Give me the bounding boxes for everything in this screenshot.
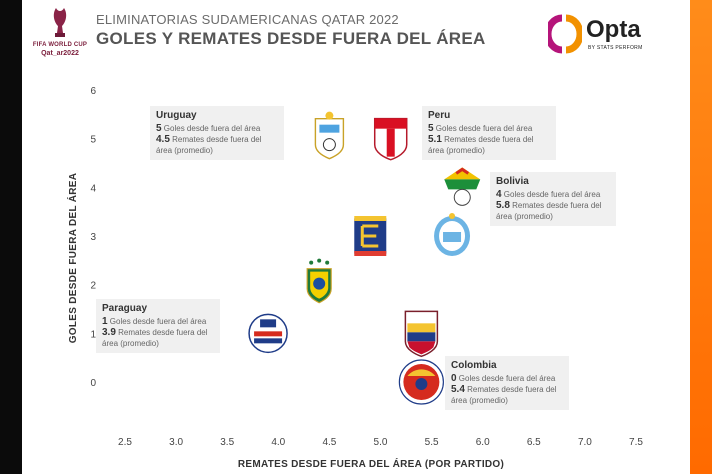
- annotation-shots-text: Remates desde fuera del: [118, 328, 208, 337]
- x-tick-label: 2.5: [118, 437, 132, 448]
- annotation-team-name: Bolivia: [496, 176, 529, 187]
- bolivia-crest-icon: [444, 167, 481, 206]
- annotation-bolivia: Bolivia 4 Goles desde fuera del área 5.8…: [490, 172, 616, 226]
- opta-brand-text: Opta: [586, 16, 641, 43]
- x-tick-label: 7.5: [629, 437, 643, 448]
- annotation-paraguay: Paraguay 1 Goles desde fuera del área 3.…: [96, 299, 220, 353]
- x-tick-label: 3.5: [220, 437, 234, 448]
- annotation-shots-value: 3.9: [102, 327, 116, 338]
- data-point-ecuador: [354, 216, 387, 256]
- annotation-goals-text: Goles desde fuera del área: [163, 124, 261, 133]
- brazil-crest-icon: [306, 258, 332, 304]
- data-point-paraguay: [248, 313, 288, 354]
- y-tick-label: 4: [90, 183, 96, 194]
- world-cup-logo-line1: FIFA WORLD CUP: [32, 42, 88, 48]
- left-border: [0, 0, 22, 474]
- annotation-shots-text: Remates desde fuera del: [512, 201, 602, 210]
- venezuela-crest-icon: [404, 310, 439, 358]
- x-tick-label: 6.0: [476, 437, 490, 448]
- x-tick-label: 7.0: [578, 437, 592, 448]
- annotation-shots-text-2: área (promedio): [496, 212, 553, 221]
- opta-logo: Opta BY STATS PERFORM: [548, 14, 678, 56]
- annotation-goals-text: Goles desde fuera del área: [435, 124, 533, 133]
- annotation-shots-text-2: área (promedio): [428, 146, 485, 155]
- data-point-bolivia: [444, 167, 481, 206]
- annotation-goals-text: Goles desde fuera del área: [458, 374, 556, 383]
- x-tick-label: 4.0: [271, 437, 285, 448]
- x-axis-label: REMATES DESDE FUERA DEL ÁREA (POR PARTID…: [238, 457, 504, 470]
- uruguay-crest-icon: [314, 111, 345, 160]
- data-point-venezuela: [404, 310, 439, 358]
- opta-mark-icon: [548, 14, 582, 54]
- x-tick-label: 5.5: [425, 437, 439, 448]
- chart-title: GOLES Y REMATES DESDE FUERA DEL ÁREA: [96, 29, 486, 48]
- y-tick-label: 1: [90, 329, 96, 340]
- annotation-shots-value: 5.4: [451, 384, 465, 395]
- annotation-shots-text: Remates desde fuera del: [467, 385, 557, 394]
- x-tick-label: 4.5: [322, 437, 336, 448]
- annotation-goals-value: 5: [156, 123, 162, 134]
- world-cup-logo: FIFA WORLD CUP Qat_ar2022: [30, 6, 90, 64]
- annotation-team-name: Uruguay: [156, 110, 197, 121]
- y-tick-label: 2: [90, 281, 96, 292]
- peru-crest-icon: [373, 117, 408, 161]
- annotation-shots-text-2: área (promedio): [156, 146, 213, 155]
- y-axis-ticks: 0 1 2 3 4 5 6: [90, 86, 96, 389]
- paraguay-crest-icon: [248, 313, 288, 354]
- data-points: [248, 111, 481, 405]
- annotation-goals-value: 4: [496, 189, 502, 200]
- x-tick-label: 5.0: [374, 437, 388, 448]
- opta-by-text: BY STATS PERFORM: [588, 45, 643, 51]
- ecuador-crest-icon: [354, 216, 387, 256]
- annotation-peru: Peru 5 Goles desde fuera del área 5.1 Re…: [422, 106, 556, 160]
- annotation-shots-value: 4.5: [156, 134, 170, 145]
- chart-subtitle: ELIMINATORIAS SUDAMERICANAS QATAR 2022: [96, 12, 399, 27]
- y-axis-label: GOLES DESDE FUERA DEL ÁREA: [66, 173, 79, 344]
- annotation-colombia: Colombia 0 Goles desde fuera del área 5.…: [445, 356, 569, 410]
- colombia-crest-icon: [398, 359, 444, 405]
- data-point-peru: [373, 117, 408, 161]
- y-tick-label: 0: [90, 378, 96, 389]
- x-tick-label: 6.5: [527, 437, 541, 448]
- y-tick-label: 6: [90, 86, 96, 97]
- annotation-shots-text: Remates desde fuera del: [444, 135, 534, 144]
- annotation-goals-text: Goles desde fuera del área: [109, 317, 207, 326]
- world-cup-trophy-icon: [53, 8, 67, 37]
- right-accent-strip: [690, 0, 712, 474]
- annotation-goals-text: Goles desde fuera del área: [503, 190, 601, 199]
- annotation-shots-text-2: área (promedio): [102, 339, 159, 348]
- annotation-goals-value: 1: [102, 316, 108, 327]
- data-point-argentina: [434, 213, 471, 256]
- annotation-shots-text-2: área (promedio): [451, 396, 508, 405]
- annotation-goals-value: 5: [428, 123, 434, 134]
- y-tick-label: 5: [90, 135, 96, 146]
- data-point-uruguay: [314, 111, 345, 160]
- annotation-shots-text: Remates desde fuera del: [172, 135, 262, 144]
- argentina-crest-icon: [434, 213, 471, 256]
- annotation-shots-value: 5.8: [496, 200, 510, 211]
- annotation-uruguay: Uruguay 5 Goles desde fuera del área 4.5…: [150, 106, 284, 160]
- annotation-goals-value: 0: [451, 373, 457, 384]
- y-tick-label: 3: [90, 232, 96, 243]
- annotation-team-name: Peru: [428, 110, 451, 121]
- data-point-colombia: [398, 359, 444, 405]
- annotation-team-name: Paraguay: [102, 303, 148, 314]
- annotation-team-name: Colombia: [451, 360, 497, 371]
- world-cup-logo-line2: Qat_ar2022: [41, 50, 79, 57]
- annotation-shots-value: 5.1: [428, 134, 442, 145]
- data-point-brazil: [306, 258, 332, 304]
- x-tick-label: 3.0: [169, 437, 183, 448]
- x-axis-ticks: 2.5 3.0 3.5 4.0 4.5 5.0 5.5 6.0 6.5 7.0 7.5: [118, 437, 643, 448]
